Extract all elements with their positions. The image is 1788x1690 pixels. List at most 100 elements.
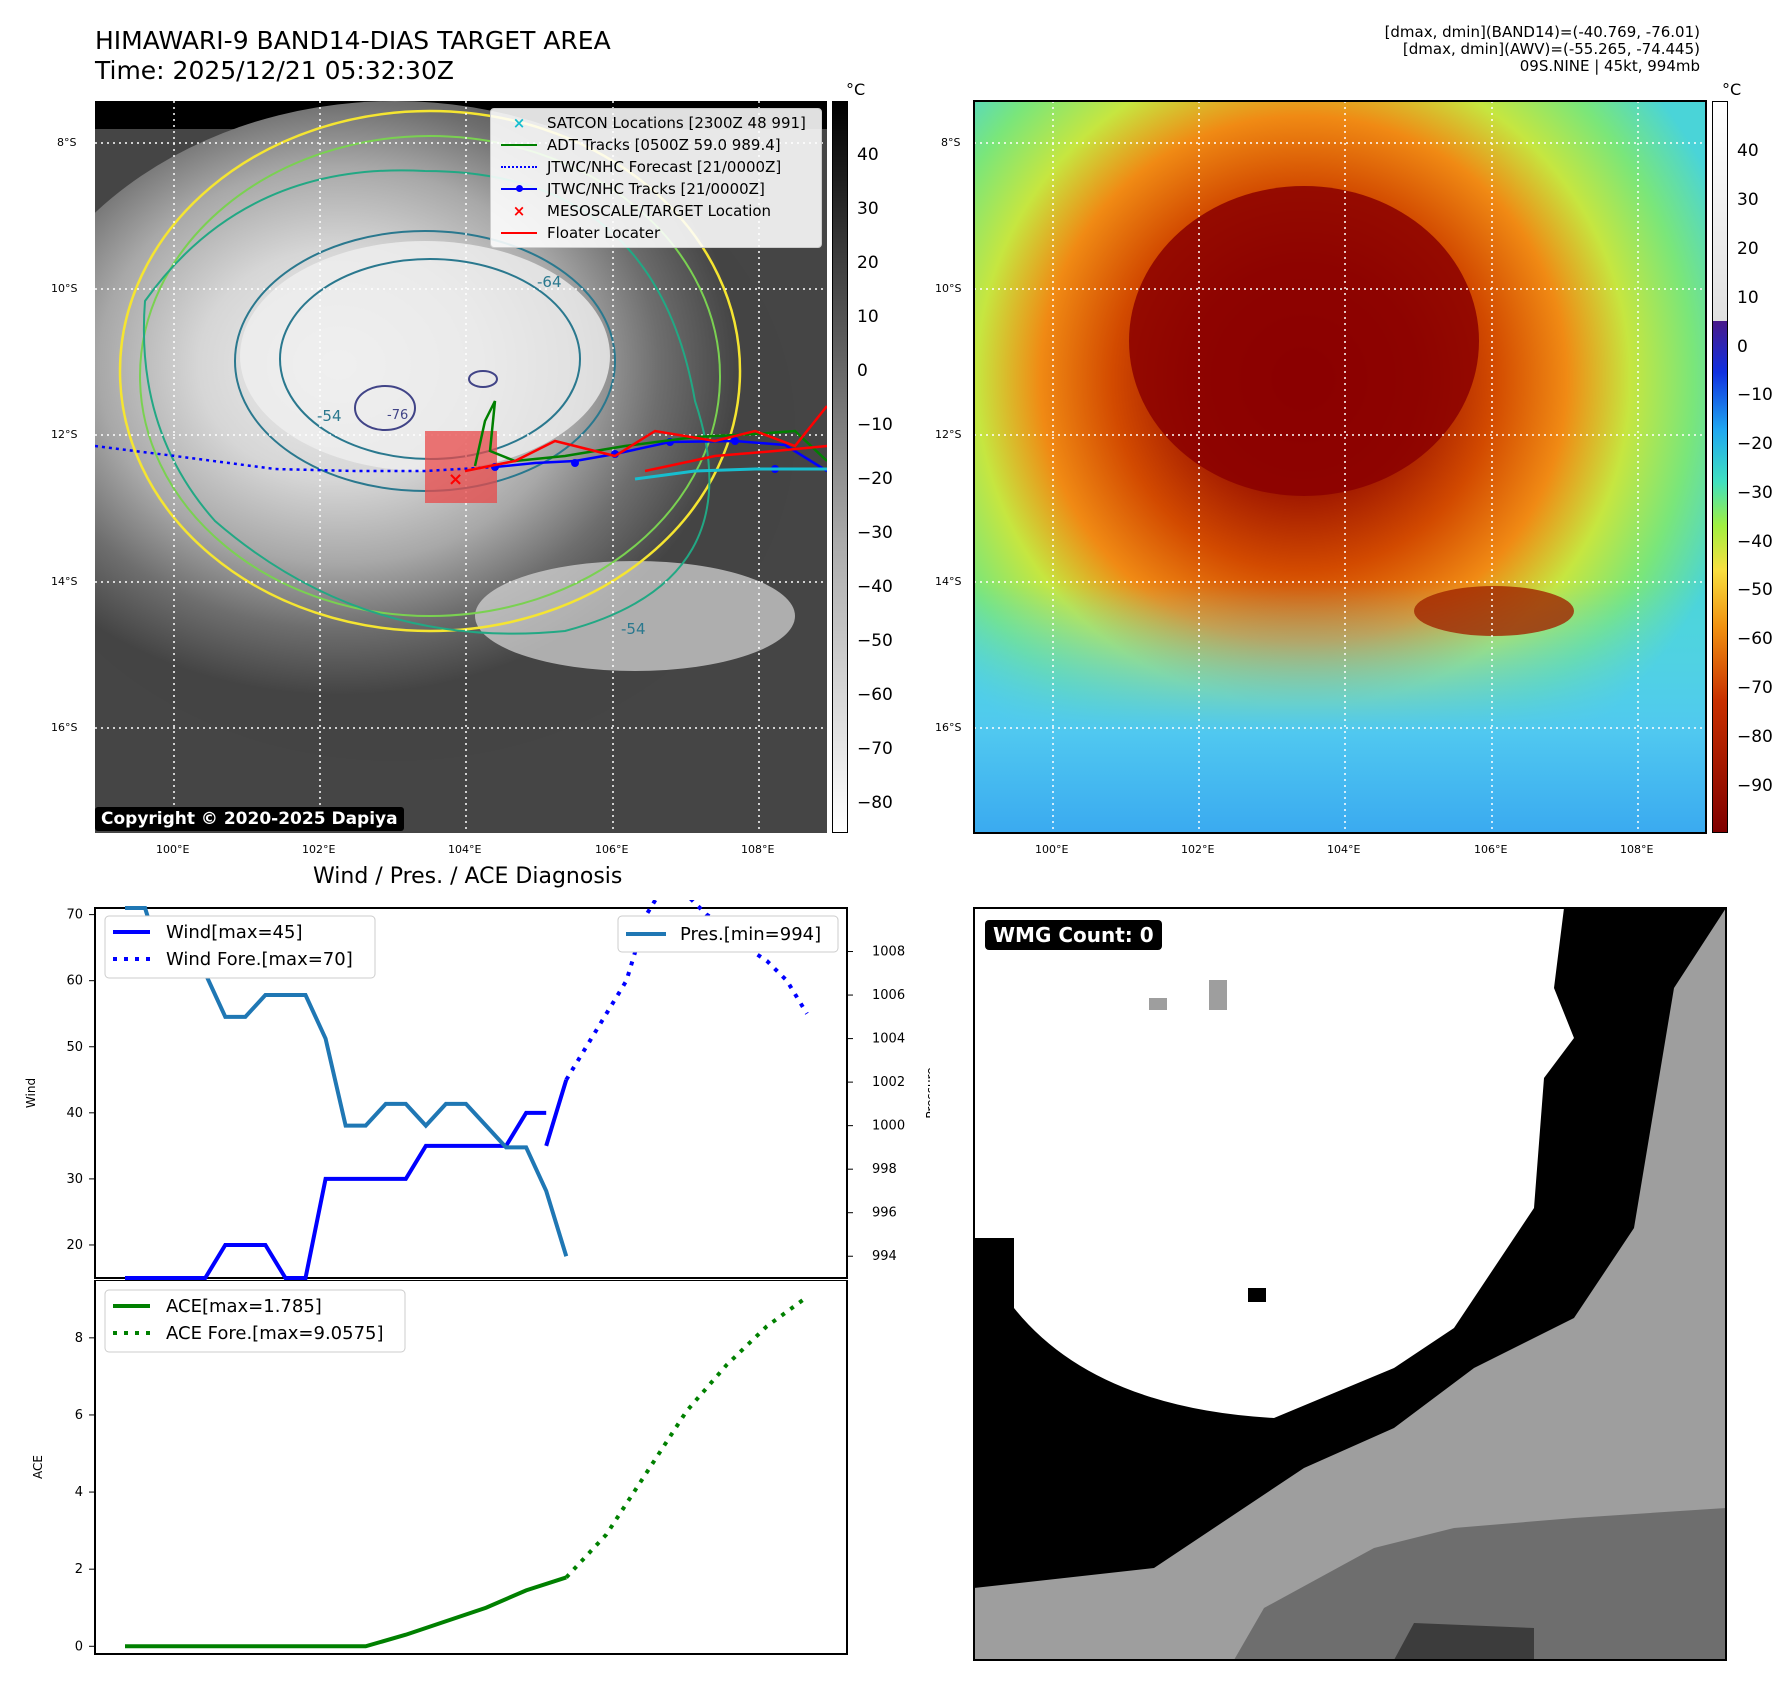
- colorbar-tick: −70: [1737, 678, 1773, 698]
- colorbar-tick: −30: [1737, 483, 1773, 503]
- lat-label: 16°S: [935, 721, 962, 734]
- y2-tick-label: 998: [872, 1162, 897, 1177]
- y-tick-label: 4: [75, 1485, 83, 1500]
- lat-label: 16°S: [51, 721, 78, 734]
- lat-label: 10°S: [935, 282, 962, 295]
- lat-label: 14°S: [935, 575, 962, 588]
- y2-axis-label: Pressure: [924, 1067, 930, 1118]
- legend-label: Wind Fore.[max=70]: [166, 949, 353, 970]
- y-tick-label: 2: [75, 1562, 83, 1577]
- colorbar-tick: −30: [857, 523, 893, 543]
- legend-box: [617, 915, 839, 953]
- line-dot-icon: [499, 179, 539, 199]
- colorbar-tick: −50: [1737, 580, 1773, 600]
- contour-label: -54: [317, 407, 342, 425]
- y2-tick-label: 1008: [872, 945, 905, 960]
- lon-label: 108°E: [741, 843, 775, 856]
- awv-map: [974, 101, 1706, 833]
- chart-time: Time: 2025/12/21 05:32:30Z: [95, 56, 454, 85]
- lon-label: 106°E: [595, 843, 629, 856]
- x-marker-icon: ×: [512, 202, 526, 220]
- colorbar-tick: 40: [857, 145, 879, 165]
- colorbar-tick: −50: [857, 631, 893, 651]
- lon-label: 102°E: [302, 843, 336, 856]
- svg-text:×: ×: [448, 469, 463, 490]
- legend-box: [104, 915, 376, 979]
- colorbar-tick: −70: [857, 739, 893, 759]
- copyright-badge: Copyright © 2020-2025 Dapiya: [95, 807, 404, 831]
- series-line-1: [564, 900, 809, 1081]
- colorbar-tick: 0: [1737, 337, 1748, 357]
- wmg-frame: [973, 907, 1727, 1661]
- dotted-line-icon: [499, 157, 539, 177]
- y-axis-label: ACE: [31, 1455, 45, 1479]
- legend-label: Pres.[min=994]: [680, 924, 821, 945]
- series-line-1: [564, 1295, 809, 1579]
- legend-item-floater: Floater Locater: [491, 222, 821, 244]
- colorbar-tick: 10: [857, 307, 879, 327]
- lon-label: 100°E: [1035, 843, 1069, 856]
- y2-tick-label: 1006: [872, 988, 905, 1003]
- awv-map-frame: [973, 100, 1707, 834]
- colorbar-tick: −80: [1737, 727, 1773, 747]
- series-line-0: [125, 1575, 567, 1649]
- plot-frame: [94, 907, 848, 1279]
- colorbar-tick: 10: [1737, 288, 1759, 308]
- lon-label: 100°E: [156, 843, 190, 856]
- colorbar-tick: −80: [857, 793, 893, 813]
- colorbar-tick: 30: [1737, 190, 1759, 210]
- colorbar-tick: −60: [857, 685, 893, 705]
- y-axis-label: Wind: [24, 1078, 38, 1108]
- colorbar-tick: −20: [1737, 434, 1773, 454]
- series-line-0: [125, 1110, 547, 1280]
- y-tick-label: 40: [66, 1106, 83, 1121]
- lat-label: 8°S: [941, 136, 961, 149]
- info-band14: [dmax, dmin](BAND14)=(-40.769, -76.01): [1384, 23, 1700, 41]
- colorbar-tick: 20: [1737, 239, 1759, 259]
- wmg-count-badge: WMG Count: 0: [985, 920, 1162, 950]
- lat-label: 12°S: [935, 428, 962, 441]
- legend-box: [104, 1289, 406, 1353]
- y-tick-label: 8: [75, 1331, 83, 1346]
- legend-label: Wind[max=45]: [166, 922, 303, 943]
- lon-label: 104°E: [448, 843, 482, 856]
- info-storm: 09S.NINE | 45kt, 994mb: [1519, 57, 1700, 75]
- ir-colorbar: [832, 101, 848, 833]
- y2-tick-label: 1002: [872, 1075, 905, 1090]
- colorbar-tick: 0: [857, 361, 868, 381]
- legend-label: ACE[max=1.785]: [166, 1296, 322, 1317]
- colorbar-unit: °C: [846, 80, 866, 99]
- lat-label: 12°S: [51, 428, 78, 441]
- legend-item-target: × MESOSCALE/TARGET Location: [491, 200, 821, 222]
- info-awv: [dmax, dmin](AWV)=(-55.265, -74.445): [1402, 40, 1700, 58]
- y-tick-label: 50: [66, 1040, 83, 1055]
- y-tick-label: 20: [66, 1238, 83, 1253]
- legend-item-satcon: × SATCON Locations [2300Z 48 991]: [491, 112, 821, 134]
- legend-label: ACE Fore.[max=9.0575]: [166, 1323, 384, 1344]
- contour-label: -54: [621, 620, 646, 638]
- x-marker-icon: ×: [512, 114, 526, 132]
- ace-chart: 0 2 4 6 8 ACE ACE[max=1.785] ACE Fore.[max=9.05…: [31, 1280, 848, 1655]
- y-tick-label: 30: [66, 1172, 83, 1187]
- legend-item-adt: ADT Tracks [0500Z 59.0 989.4]: [491, 134, 821, 156]
- y-tick-label: 70: [66, 908, 83, 923]
- wmg-panel: [974, 908, 1726, 1660]
- line-marker-icon: [499, 135, 539, 155]
- contour-label: -76: [387, 408, 408, 423]
- y-tick-label: 60: [66, 974, 83, 989]
- wind-pressure-chart: 20 30 40 50 60 70 994 996 998 1000 1002 1004 1006 100…: [24, 900, 930, 1280]
- chart-title: HIMAWARI-9 BAND14-DIAS TARGET AREA: [95, 26, 611, 55]
- colorbar-tick: −40: [1737, 532, 1773, 552]
- colorbar-tick: 30: [857, 199, 879, 219]
- colorbar-tick: 40: [1737, 141, 1759, 161]
- y2-tick-label: 994: [872, 1249, 897, 1264]
- contour-label: -64: [537, 273, 562, 291]
- lon-label: 106°E: [1474, 843, 1508, 856]
- y2-tick-label: 1004: [872, 1032, 905, 1047]
- awv-colorbar: [1712, 101, 1728, 833]
- colorbar-tick: −20: [857, 469, 893, 489]
- colorbar-tick: −10: [1737, 385, 1773, 405]
- colorbar-unit: °C: [1722, 80, 1742, 99]
- map-legend: × SATCON Locations [2300Z 48 991] ADT Tra…: [490, 108, 822, 248]
- y-tick-label: 0: [75, 1639, 83, 1654]
